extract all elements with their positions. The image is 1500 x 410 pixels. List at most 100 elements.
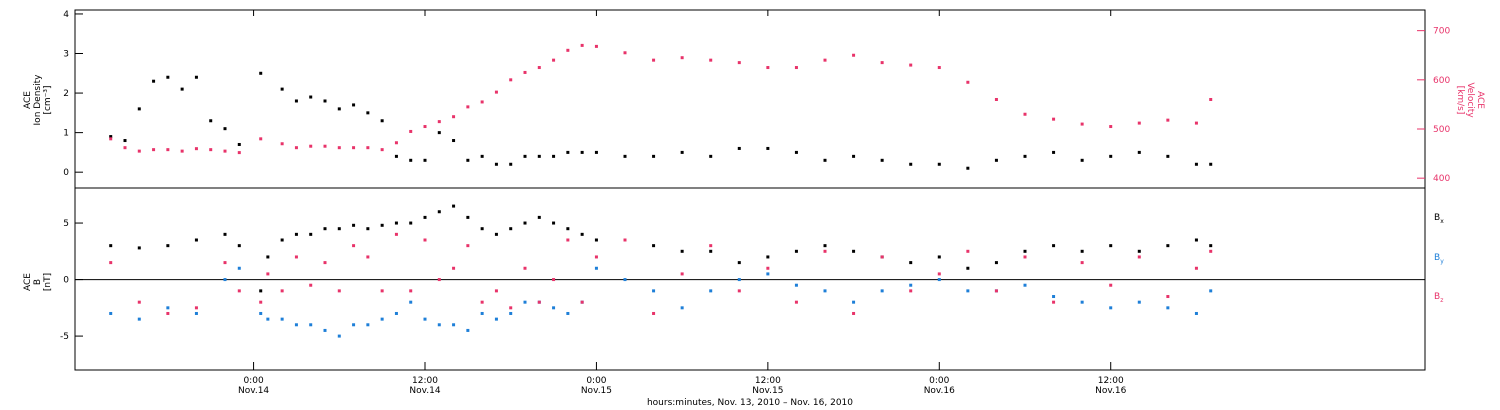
bottom-ytick-label: 0 xyxy=(63,276,69,286)
by-point xyxy=(266,317,270,321)
velocity-point xyxy=(394,141,398,145)
bz-point xyxy=(309,283,313,287)
bz-point xyxy=(909,289,913,293)
top-y2tick-label: 700 xyxy=(1433,27,1450,37)
bx-point xyxy=(509,227,513,231)
bz-point xyxy=(437,278,441,282)
velocity-point xyxy=(366,146,370,150)
y2label-line3: [km/s] xyxy=(1455,86,1465,115)
velocity-point xyxy=(1080,122,1084,126)
velocity-point xyxy=(1194,121,1198,125)
velocity-point xyxy=(323,144,327,148)
velocity-point xyxy=(180,149,184,153)
bz-point xyxy=(237,289,241,293)
bx-point xyxy=(466,215,470,219)
velocity-point xyxy=(1052,117,1056,121)
density-point xyxy=(680,150,684,154)
density-point xyxy=(366,111,370,115)
legend-bz-sub: z xyxy=(1440,297,1443,304)
density-point xyxy=(737,146,741,150)
by-point xyxy=(523,300,527,304)
density-point xyxy=(509,162,513,166)
by-point xyxy=(259,311,263,315)
density-point xyxy=(1166,154,1170,158)
ylabel-line2: Ion Density xyxy=(33,74,43,126)
y2label-line1: ACE xyxy=(1475,91,1485,109)
bx-point xyxy=(566,227,570,231)
by-point xyxy=(366,323,370,327)
velocity-point xyxy=(823,58,827,62)
bz-point xyxy=(652,311,656,315)
bz-point xyxy=(852,311,856,315)
density-point xyxy=(423,158,427,162)
velocity-point xyxy=(309,144,313,148)
legend-by-sub: y xyxy=(1440,258,1444,265)
legend-by: By xyxy=(1434,253,1444,265)
density-point xyxy=(352,103,356,107)
density-point xyxy=(323,99,327,103)
density-point xyxy=(194,75,198,79)
velocity-point xyxy=(494,90,498,94)
bz-point xyxy=(423,238,427,242)
velocity-point xyxy=(137,149,141,153)
density-point xyxy=(1052,150,1056,154)
bx-point xyxy=(294,232,298,236)
density-point xyxy=(523,154,527,158)
by-point xyxy=(794,283,798,287)
top-ytick-label: 3 xyxy=(63,50,69,60)
bx-point xyxy=(1052,244,1056,248)
bz-point xyxy=(409,289,413,293)
by-point xyxy=(766,272,770,276)
bx-point xyxy=(994,261,998,265)
bz-point xyxy=(1194,266,1198,270)
bz-point xyxy=(880,255,884,259)
velocity-point xyxy=(766,66,770,70)
top-left-ylabel: ACE Ion Density [cm⁻³] xyxy=(23,74,53,126)
bz-point xyxy=(623,238,627,242)
top-y2tick-label: 400 xyxy=(1433,174,1450,184)
bz-point xyxy=(166,311,170,315)
by-point xyxy=(880,289,884,293)
density-point xyxy=(580,150,584,154)
by-point xyxy=(494,317,498,321)
bx-point xyxy=(380,223,384,227)
bz-point xyxy=(280,289,284,293)
density-point xyxy=(209,119,213,123)
bx-point xyxy=(1194,238,1198,242)
density-point xyxy=(109,135,113,139)
bx-point xyxy=(766,255,770,259)
density-point xyxy=(1137,150,1141,154)
bx-point xyxy=(259,289,263,293)
by-point xyxy=(852,300,856,304)
by-point xyxy=(566,311,570,315)
bx-point xyxy=(937,255,941,259)
xtick-time-label: 12:00 xyxy=(412,376,438,386)
top-panel-frame xyxy=(74,9,1426,189)
legend-by-main: B xyxy=(1434,253,1440,263)
xtick-date-label: Nov.16 xyxy=(1095,386,1126,396)
velocity-point xyxy=(1023,112,1027,116)
ticks-layer: 01234400500600700-5050:00Nov.1412:00Nov.… xyxy=(60,10,1450,396)
velocity-point xyxy=(380,148,384,152)
velocity-point xyxy=(480,100,484,104)
bz-point xyxy=(380,289,384,293)
by-point xyxy=(280,317,284,321)
velocity-point xyxy=(737,61,741,65)
bx-point xyxy=(309,232,313,236)
by-point xyxy=(737,278,741,282)
bx-point xyxy=(452,204,456,208)
xtick-time-label: 12:00 xyxy=(755,376,781,386)
bz-point xyxy=(1052,300,1056,304)
x-axis-title: hours:minutes, Nov. 13, 2010 – Nov. 16, … xyxy=(647,398,853,408)
velocity-point xyxy=(352,146,356,150)
by-point xyxy=(680,306,684,310)
top-y2tick-label: 500 xyxy=(1433,125,1450,135)
velocity-point xyxy=(937,66,941,70)
bx-point xyxy=(794,249,798,253)
by-point xyxy=(1052,295,1056,299)
density-point xyxy=(852,154,856,158)
bz-point xyxy=(509,306,513,310)
velocity-point xyxy=(294,146,298,150)
by-point xyxy=(137,317,141,321)
bz-point xyxy=(794,300,798,304)
